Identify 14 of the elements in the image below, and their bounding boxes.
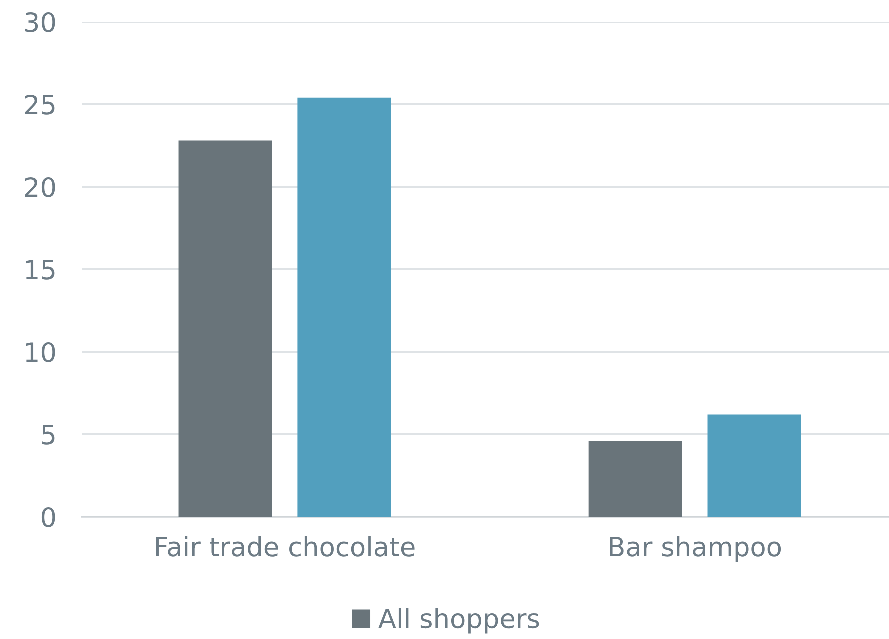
y-tick-label: 20 bbox=[25, 177, 56, 198]
y-tick-label: 30 bbox=[25, 12, 56, 32]
bar bbox=[298, 98, 392, 517]
y-tick-label: 25 bbox=[25, 94, 55, 115]
legend-label: All shoppers bbox=[378, 608, 540, 634]
y-tick-label: 15 bbox=[26, 260, 55, 280]
y-tick-label: 5 bbox=[42, 425, 55, 445]
y-tick-label: 10 bbox=[26, 342, 56, 362]
bar bbox=[178, 140, 272, 517]
bar bbox=[588, 441, 682, 517]
x-tick-label: Bar shampoo bbox=[610, 536, 782, 562]
x-tick-label: Fair trade chocolate bbox=[156, 536, 415, 557]
bar bbox=[708, 414, 802, 517]
y-tick-label: 0 bbox=[42, 507, 56, 528]
